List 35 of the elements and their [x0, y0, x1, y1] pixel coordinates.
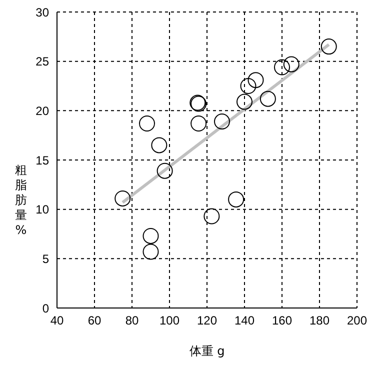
point [156, 162, 173, 179]
point [236, 94, 252, 110]
y-tick-label: 30 [36, 5, 50, 20]
x-tick-label: 80 [125, 314, 139, 328]
y-tick-label: 20 [36, 104, 50, 118]
x-tick-label: 180 [309, 314, 330, 328]
y-tick-label: 0 [42, 301, 50, 316]
point [139, 115, 155, 132]
y-tick-label: 25 [36, 54, 50, 69]
point [228, 191, 244, 208]
point [260, 90, 276, 107]
x-tick-label: 60 [88, 314, 102, 328]
x-tick-label: 40 [50, 314, 64, 328]
point [204, 208, 220, 224]
point [114, 190, 131, 206]
point [214, 114, 230, 130]
y-tick-label: 15 [36, 153, 50, 168]
x-axis-title: 体重 g [188, 343, 226, 360]
y-axis-title: 粗脂肪量% [14, 162, 28, 238]
point [151, 137, 168, 154]
x-tick-label: 160 [272, 314, 292, 328]
x-tick-label: 100 [159, 314, 180, 328]
x-tick-label: 120 [196, 314, 218, 328]
y-tick-label: 10 [36, 202, 50, 217]
point [142, 244, 159, 260]
point [320, 38, 337, 55]
point [283, 56, 300, 72]
point [240, 78, 256, 94]
point [142, 228, 159, 244]
x-tick-label: 200 [346, 314, 368, 328]
y-tick-label: 5 [42, 252, 50, 266]
point [248, 72, 264, 88]
point [274, 59, 290, 76]
x-tick-label: 140 [234, 314, 255, 328]
point [190, 115, 207, 132]
